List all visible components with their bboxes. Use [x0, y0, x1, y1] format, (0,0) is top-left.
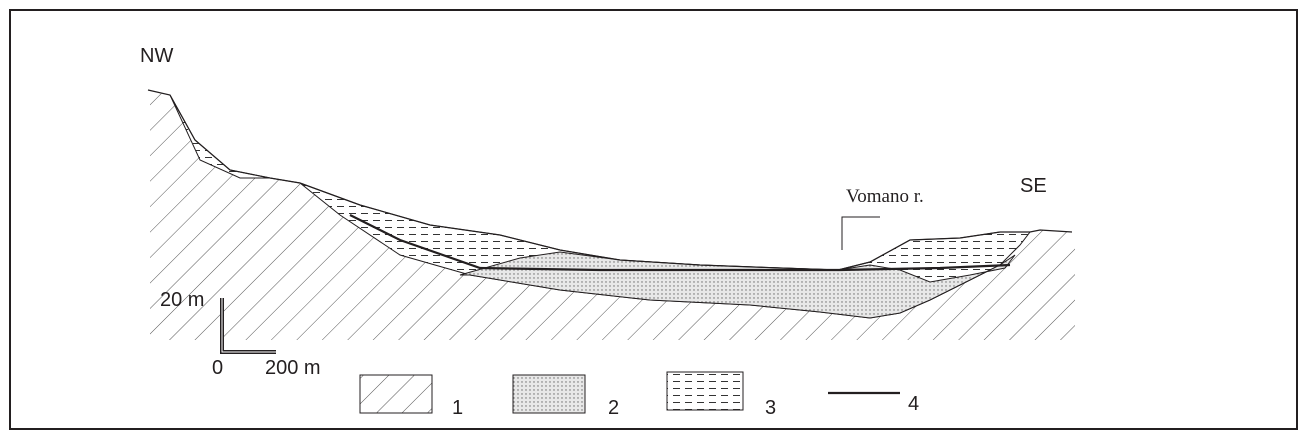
river-label: Vomano r.: [846, 186, 924, 207]
nw-label: NW: [140, 45, 173, 67]
river-leader: [842, 217, 880, 250]
scale-origin: 0: [212, 357, 223, 379]
page: NW SE Vomano r. 20 m 0 200 m 1 2 3 4 (()…: [0, 0, 1307, 439]
legend-label: 3: [765, 397, 776, 419]
scale-vertical: 20 m: [160, 289, 204, 311]
legend-label: 4: [908, 393, 919, 415]
scale-horizontal: 200 m: [265, 357, 321, 379]
legend-swatch: [667, 372, 743, 410]
cross-section: NW SE Vomano r. 20 m 0 200 m 1 2 3 4: [0, 0, 1307, 439]
legend-swatch: [513, 375, 585, 413]
legend-label: 1: [452, 397, 463, 419]
se-label: SE: [1020, 175, 1047, 197]
legend-swatch: [360, 375, 432, 413]
bedrock: [150, 92, 1075, 340]
legend-label: 2: [608, 397, 619, 419]
